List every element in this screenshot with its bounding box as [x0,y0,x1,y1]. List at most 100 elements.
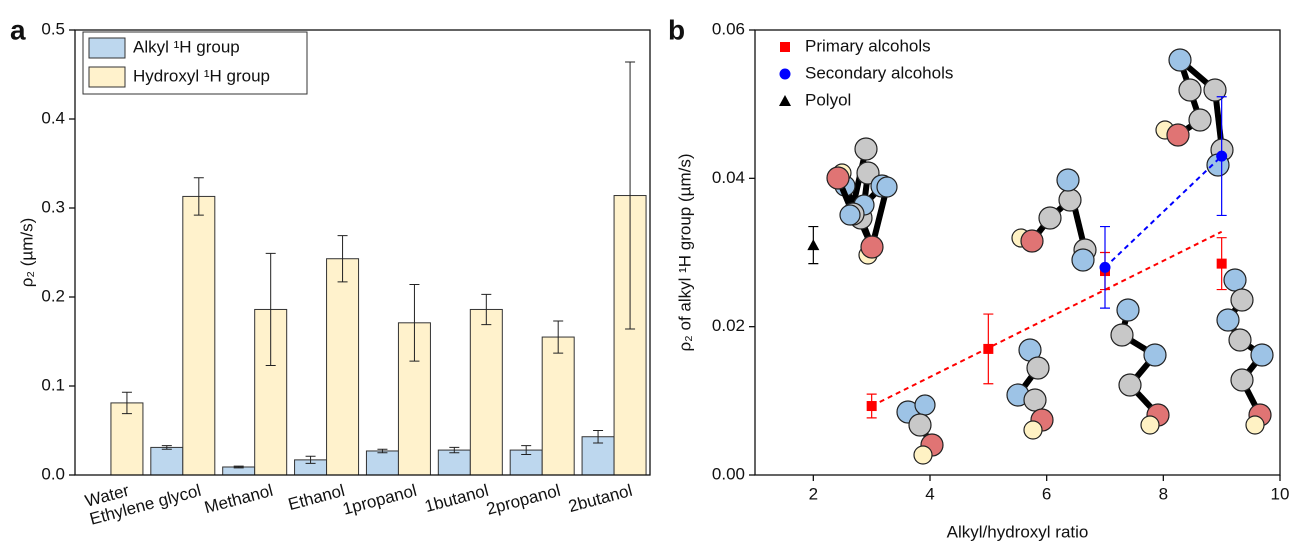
marker [983,343,994,354]
y-axis-label: ρ₂ of alkyl ¹H group (µm/s) [675,154,694,352]
atom [1038,206,1062,230]
atom [1143,343,1167,367]
y-tick-label: 0.0 [41,464,65,483]
bar [110,402,144,476]
marker [779,95,791,106]
atom [1230,368,1254,392]
atom [1056,168,1080,192]
plot-frame [74,29,651,476]
marker [1216,150,1228,162]
bar [469,308,503,476]
x-tick-label: 6 [1042,484,1051,503]
y-tick-label: 0.5 [41,19,65,38]
atom [913,445,933,465]
x-tick-label: 8 [1159,484,1168,503]
legend-label: Polyol [805,90,851,109]
plot-frame [754,29,1281,476]
marker [1099,261,1111,273]
x-tick-label: Methanol [202,481,274,517]
atom [1250,343,1274,367]
atom [1166,123,1190,147]
error-bar [409,284,420,362]
y-tick-label: 0.02 [712,316,745,335]
x-tick-label: 10 [1271,484,1290,503]
atom [1110,323,1134,347]
atom [1230,288,1254,312]
marker [780,42,790,52]
atom [1228,328,1252,352]
x-tick-label: Ethanol [286,481,347,514]
error-bar [593,430,604,444]
legend-label: Alkyl ¹H group [133,37,240,56]
x-tick-label: 2 [809,484,818,503]
atom [1168,48,1192,72]
bar [541,336,575,476]
legend-label: Secondary alcohols [805,63,953,82]
bar [150,446,184,476]
atom [876,176,898,198]
bar [437,449,471,476]
atom [1178,78,1202,102]
atom [1188,108,1212,132]
error-bar [161,445,172,450]
marker [807,239,820,251]
atom [1223,268,1247,292]
marker [779,68,791,80]
legend-swatch [88,37,126,59]
atom [854,137,878,161]
error-bar [121,391,132,415]
marker [866,401,877,412]
error-bar [305,455,316,464]
y-tick-label: 0.04 [712,168,745,187]
legend-label: Hydroxyl ¹H group [133,66,270,85]
error-bar [521,445,532,456]
panel-label: a [10,14,26,45]
y-tick-label: 0.4 [41,108,65,127]
atom [1020,229,1044,253]
atom [1058,188,1082,212]
y-tick-label: 0.1 [41,375,65,394]
y-axis-label: ρ₂ (µm/s) [17,218,36,288]
bar [365,450,399,476]
atom [1023,388,1047,412]
atom [914,394,936,416]
atom [1116,298,1140,322]
y-tick-label: 0.2 [41,286,65,305]
atom [1071,248,1095,272]
atom [839,204,861,226]
x-axis-label: Alkyl/hydroxyl ratio [947,522,1089,541]
legend-swatch [88,66,126,88]
x-tick-label: 2butanol [566,481,634,516]
panel-label: b [668,14,685,45]
atom [1203,78,1227,102]
atom [1026,356,1050,380]
molecule-illustrations [826,48,1274,465]
y-tick-label: 0.00 [712,464,745,483]
legend-label: Primary alcohols [805,36,931,55]
error-bar [377,448,388,454]
error-bar [233,465,244,469]
y-tick-label: 0.3 [41,197,65,216]
error-bar [625,61,636,330]
x-tick-label: 2propanol [484,481,562,519]
y-tick-label: 0.06 [712,19,745,38]
error-bar [337,235,348,283]
x-tick-label: 4 [925,484,934,503]
atom [1245,415,1265,435]
error-bar [481,293,492,326]
fit-line [1104,155,1223,269]
x-tick-label: 1propanol [341,481,419,519]
atom [1216,308,1240,332]
bar [182,195,216,476]
error-bar [553,320,564,354]
error-bar [193,177,204,216]
atom [1140,415,1160,435]
fit-line [871,230,1223,407]
atom [860,235,884,259]
bar [326,258,360,476]
atom [1023,420,1043,440]
error-bar [265,252,276,367]
atom [908,413,932,437]
error-bar [449,446,460,454]
